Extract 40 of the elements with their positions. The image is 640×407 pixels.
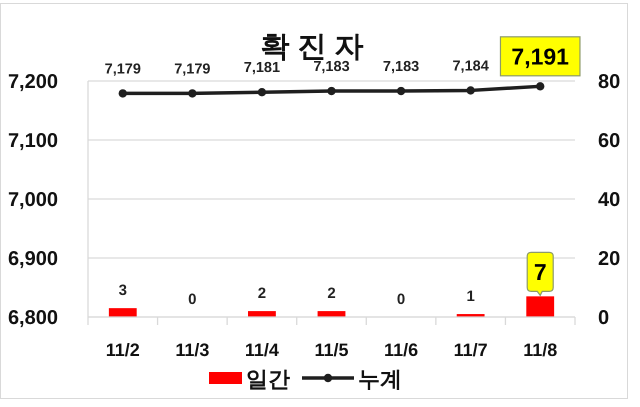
legend-label: 일간 — [246, 366, 290, 392]
x-tick-label: 11/5 — [314, 340, 349, 360]
y-tick-label: 7,200 — [8, 71, 58, 93]
point — [188, 89, 197, 98]
legend-label: 누계 — [358, 366, 402, 392]
x-tick-label: 11/2 — [106, 340, 140, 360]
data-label: 1 — [466, 288, 475, 306]
data-label: 2 — [327, 285, 336, 302]
data-label: 0 — [188, 291, 197, 308]
x-tick-label: 11/3 — [175, 340, 210, 360]
data-label: 7 — [534, 258, 547, 285]
data-label: 7,183 — [313, 59, 350, 76]
data-label: 7,184 — [452, 58, 489, 74]
x-tick-label: 11/4 — [244, 340, 279, 360]
y2-tick-label: 40 — [598, 189, 620, 211]
data-label: 7,183 — [382, 59, 420, 76]
data-label: 2 — [258, 285, 266, 302]
point — [327, 86, 336, 96]
data-label: 3 — [118, 282, 127, 300]
point — [118, 89, 127, 98]
x-tick-label: 11/8 — [523, 340, 558, 360]
point — [536, 82, 544, 91]
x-tick-label: 11/7 — [454, 340, 488, 360]
y2-tick-label: 60 — [598, 130, 620, 152]
y-tick-label: 6,800 — [8, 307, 58, 329]
data-label: 7,179 — [104, 61, 141, 78]
point — [466, 86, 475, 95]
point — [396, 86, 406, 96]
y-tick-label: 6,900 — [8, 248, 58, 270]
y2-tick-label: 80 — [598, 71, 620, 93]
data-label: 7,191 — [511, 43, 570, 70]
data-label: 0 — [396, 291, 406, 308]
point — [258, 88, 266, 96]
x-tick-label: 11/6 — [384, 340, 418, 360]
y-tick-label: 7,000 — [8, 189, 58, 211]
data-label: 7,181 — [244, 60, 280, 76]
data-label: 7,179 — [174, 61, 211, 78]
y2-tick-label: 0 — [598, 307, 610, 329]
y2-tick-label: 20 — [598, 248, 620, 270]
y-tick-label: 7,100 — [8, 130, 58, 152]
